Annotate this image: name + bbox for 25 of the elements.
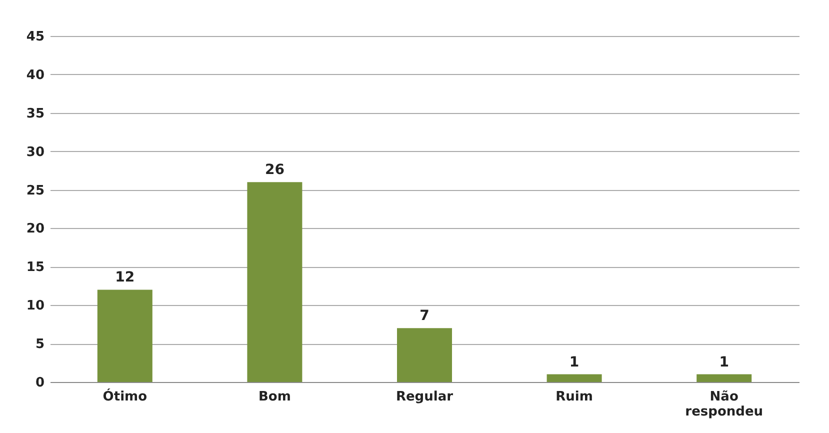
x-tick-label: Ruim: [556, 390, 593, 404]
data-label: 26: [264, 162, 284, 178]
y-tick-label: 0: [35, 376, 44, 390]
data-label: 1: [569, 354, 580, 370]
y-tick-label: 25: [26, 183, 44, 198]
x-tick-label: Bom: [258, 390, 291, 404]
y-tick-label: 20: [26, 222, 44, 237]
bar: [546, 374, 602, 382]
bar: [397, 328, 452, 382]
y-tick-label: 35: [26, 106, 44, 122]
data-label: 1: [719, 354, 729, 370]
y-tick-label: 15: [26, 260, 44, 276]
x-tick-label: Regular: [396, 390, 454, 404]
y-tick-label: 10: [26, 298, 44, 314]
x-tick-label: Ótimo: [102, 388, 148, 404]
data-label: 12: [115, 270, 135, 286]
data-label: 7: [420, 308, 430, 324]
bar: [97, 290, 152, 382]
y-tick-label: 45: [26, 30, 44, 44]
y-tick-label: 40: [26, 68, 44, 83]
bar: [247, 182, 302, 382]
x-tick-label: Não respondeu: [685, 390, 764, 420]
y-tick-label: 30: [26, 144, 44, 160]
y-tick-label: 5: [35, 337, 44, 352]
bar: [696, 374, 752, 382]
